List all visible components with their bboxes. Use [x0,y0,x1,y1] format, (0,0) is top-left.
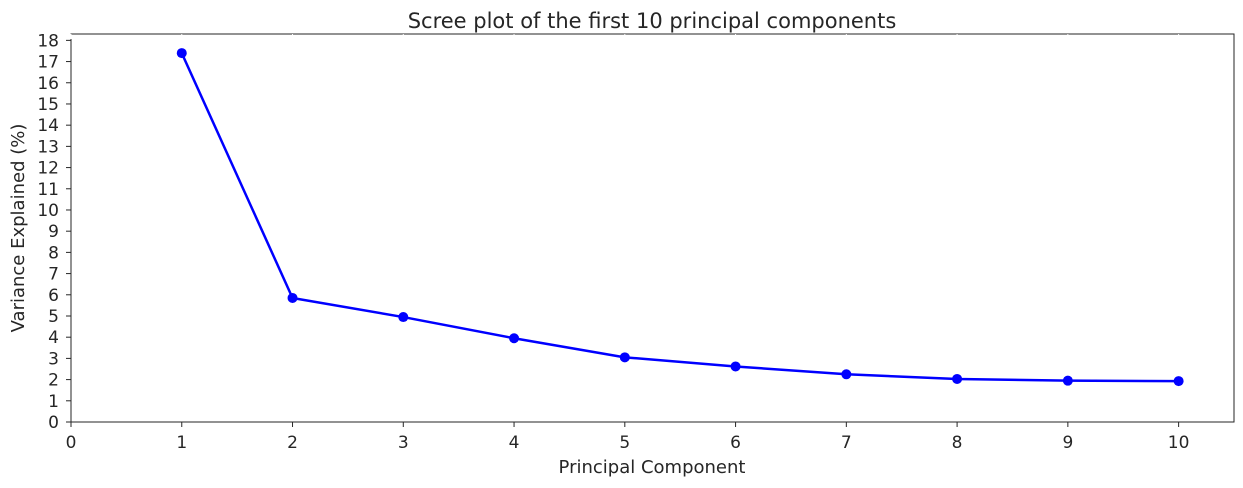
x-tick-label: 0 [66,433,77,453]
y-tick-label: 5 [48,307,59,327]
y-tick-label: 2 [48,371,59,391]
data-point [1173,376,1184,387]
series-layer [176,48,1184,387]
y-tick-label: 8 [48,243,59,263]
data-point [730,361,741,372]
data-point [509,333,520,344]
data-point [176,48,187,59]
y-tick-label: 12 [37,159,59,179]
data-point [1062,375,1073,386]
y-tick-label: 13 [37,137,59,157]
y-tick-label: 16 [37,74,59,94]
series-line [180,52,1179,383]
y-tick-label: 17 [37,53,59,73]
x-tick-label: 1 [176,433,187,453]
x-axis-title: Principal Component [559,457,746,478]
y-tick-label: 7 [48,265,59,285]
data-point [287,292,298,303]
y-tick-label: 14 [37,116,59,136]
x-tick-label: 9 [1062,433,1073,453]
chart-title: Scree plot of the first 10 principal com… [408,9,897,33]
y-tick-label: 10 [37,201,59,221]
data-point [952,373,963,384]
x-tick-label: 10 [1168,433,1190,453]
data-point [398,312,409,323]
y-tick-label: 15 [37,95,59,115]
data-point [841,369,852,380]
plot-area [70,33,1235,423]
y-tick-label: 18 [37,31,59,51]
x-tick-label: 6 [730,433,741,453]
y-axis-title: Variance Explained (%) [8,124,29,333]
y-tick-label: 0 [48,413,59,433]
x-tick-label: 4 [509,433,520,453]
x-tick-label: 2 [287,433,298,453]
plot-frame [70,33,1235,423]
y-tick-label: 1 [48,392,59,412]
y-tick-label: 4 [48,328,59,348]
y-tick-label: 11 [37,180,59,200]
y-tick-label: 3 [48,349,59,369]
data-point [619,352,630,363]
x-tick-label: 5 [619,433,630,453]
x-tick-label: 8 [952,433,963,453]
y-tick-label: 6 [48,286,59,306]
x-tick-label: 7 [841,433,852,453]
x-axis: 0 1 2 3 4 5 6 7 8 9 10 [66,34,1190,453]
x-tick-label: 3 [398,433,409,453]
y-tick-label: 9 [48,222,59,242]
